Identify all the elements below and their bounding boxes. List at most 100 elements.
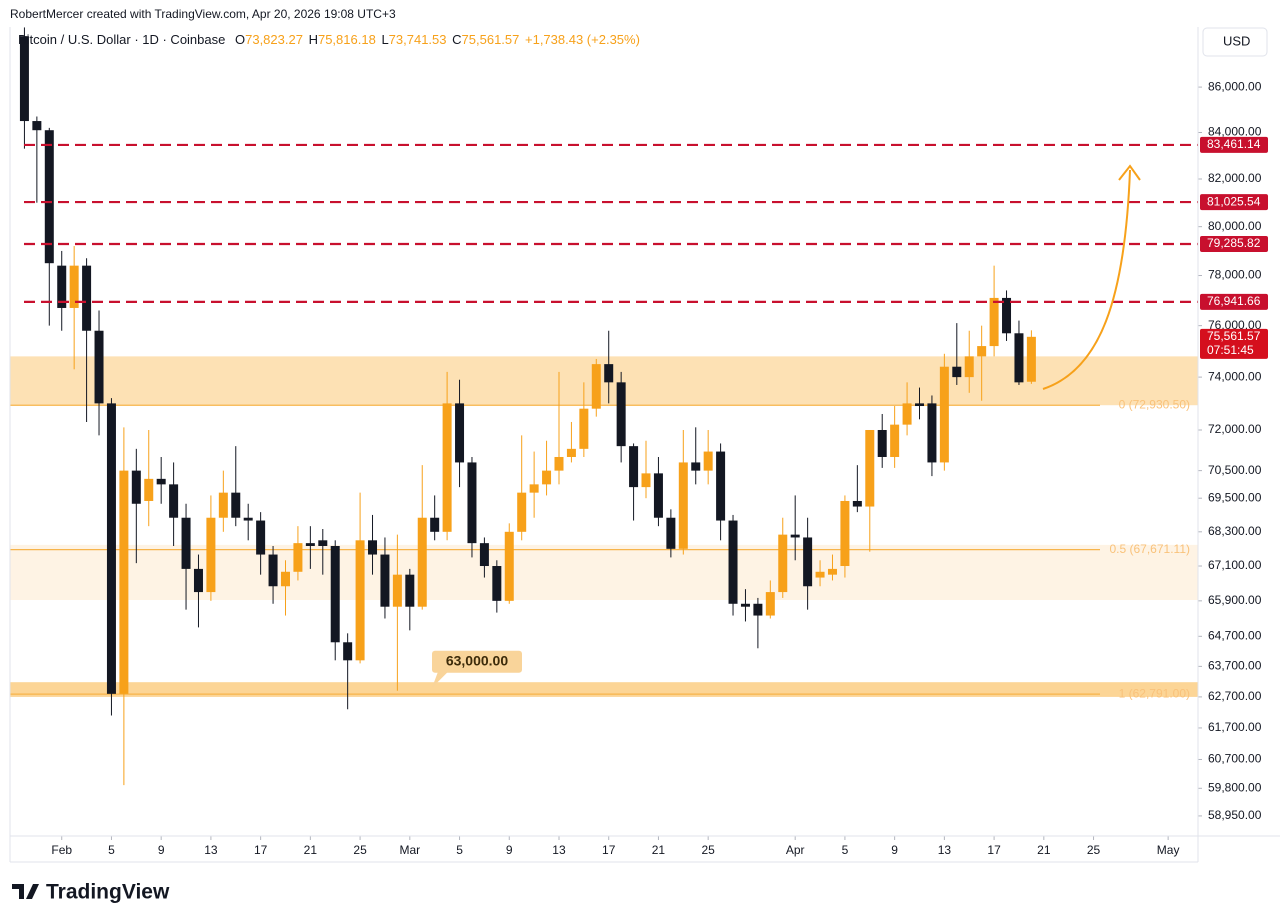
fib-label: 1 (62,791.00) [1119,686,1190,700]
candle-body [554,456,564,471]
candle-body [206,517,216,593]
candle-body [479,543,489,567]
fib-label: 0.5 (67,671.11) [1109,542,1190,556]
legend-value: 73,741.53 [389,32,447,47]
candle-body [417,517,427,607]
x-tick-label: Apr [786,843,805,857]
candle-body [380,554,390,607]
y-tick-label: 74,000.00 [1208,369,1262,383]
candle-body [430,517,440,532]
callout-label: 63,000.00 [446,652,508,668]
candle-body [616,382,626,447]
x-tick-label: 13 [938,843,952,857]
x-tick-label: 5 [456,843,463,857]
x-tick-label: 9 [506,843,513,857]
candle-body [865,429,875,507]
y-tick-label: 72,000.00 [1208,422,1262,436]
candle-body [131,470,141,504]
level-label: 79,285.82 [1207,236,1261,250]
candle-body [902,403,912,425]
zone [10,682,1198,697]
candle-body [256,520,266,555]
candle-body [442,403,452,532]
candle-body [890,424,900,457]
candle-body [280,571,290,587]
candle-body [368,540,378,555]
x-tick-label: 13 [552,843,566,857]
candle-body [579,408,589,449]
candle-body [1002,297,1012,334]
x-tick-label: 17 [602,843,616,857]
level-tag [1200,194,1268,211]
currency: USD [1223,33,1250,48]
x-tick-label: 5 [108,843,115,857]
candle-body [305,543,315,546]
candle-body [815,571,825,578]
legend-key: H [309,32,318,47]
symbol: Bitcoin / U.S. Dollar · 1D · Coinbase [18,32,225,47]
callout-pointer [432,671,448,688]
legend-change: +1,738.43 (+2.35%) [525,32,640,47]
fib-label: 0 (72,930.50) [1119,397,1190,411]
x-tick-label: 21 [652,843,666,857]
candle-body [94,330,104,404]
candle-body [703,451,713,471]
x-tick-label: 17 [987,843,1001,857]
candle-body [57,265,67,308]
x-tick-label: 25 [1087,843,1101,857]
last-price-tag [1200,328,1268,359]
y-tick-label: 58,950.00 [1208,808,1262,822]
candle-body [939,366,949,463]
legend-key: C [452,32,461,47]
legend-value: 75,561.57 [462,32,520,47]
header: RobertMercer created with TradingView.co… [10,7,396,21]
x-tick-label: 21 [1037,843,1051,857]
x-tick-label: 25 [701,843,715,857]
candle-body [740,603,750,607]
candle-body [852,500,862,507]
candle-body [82,265,92,331]
level-tag [1200,235,1268,252]
candle-body [1014,333,1024,383]
level-label: 76,941.66 [1207,294,1261,308]
level-tag [1200,293,1268,310]
candle-body [455,403,465,463]
y-tick-label: 69,500.00 [1208,490,1262,504]
candle-body [827,568,837,575]
x-tick-label: 25 [353,843,367,857]
y-tick-label: 59,800.00 [1208,780,1262,794]
candle-body [355,540,365,661]
candle-body [106,403,116,694]
candle-body [243,517,253,521]
legend-key: O [235,32,245,47]
candle-body [156,478,166,485]
y-tick-label: 60,700.00 [1208,752,1262,766]
projection-arrow [1042,169,1131,390]
candle-body [591,364,601,409]
candle-body [641,473,651,488]
candle-body [44,130,54,264]
candle-body [989,297,999,347]
logo: TradingView [12,881,170,904]
candle-body [231,492,241,518]
candle-body [405,574,415,607]
y-tick-label: 67,100.00 [1208,558,1262,572]
candle-body [343,642,353,661]
candle-body [566,448,576,457]
candle-body [542,470,552,485]
candle-body [492,566,502,601]
zone [10,356,1198,406]
candle-body [604,364,614,383]
candle-body [330,545,340,643]
brand: TradingView [46,881,170,904]
level-tag [1200,136,1268,153]
x-tick-label: 21 [304,843,318,857]
candle-body [728,520,738,604]
currency-box[interactable] [1202,27,1268,57]
candle-body [952,366,962,378]
candle-body [119,470,129,694]
callout-box [432,650,522,673]
candle-body [691,462,701,471]
arrow-head [1118,164,1141,181]
